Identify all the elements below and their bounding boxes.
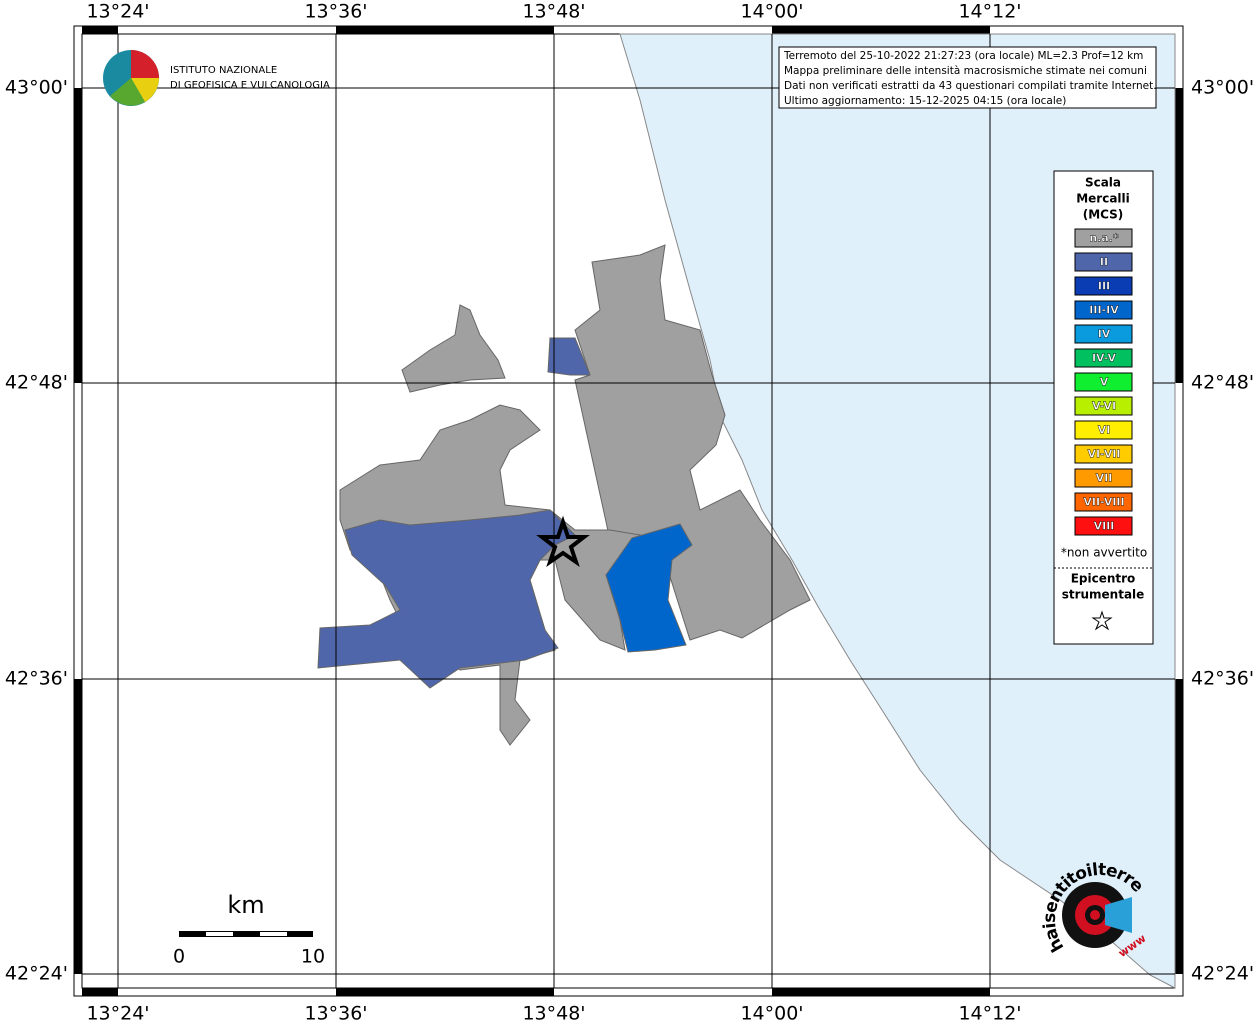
region	[547, 337, 591, 376]
lon-label: 13°24'	[86, 1003, 149, 1025]
legend-swatch	[1074, 444, 1133, 464]
logo-text: DI GEOFISICA E VULCANOLOGIA	[170, 80, 330, 91]
scale-bar: km 0 10	[173, 891, 325, 968]
lat-label: 42°24'	[1191, 963, 1254, 985]
scale-unit: km	[227, 891, 264, 919]
lat-label: 42°36'	[5, 668, 68, 690]
legend-swatch	[1074, 420, 1133, 440]
info-box	[778, 46, 1157, 109]
lat-label: 42°24'	[5, 963, 68, 985]
lon-label: 14°00'	[740, 1, 803, 23]
ingv-logo: ISTITUTO NAZIONALE DI GEOFISICA E VULCANO…	[103, 50, 330, 106]
lat-label: 43°00'	[1191, 77, 1254, 99]
legend-label: VIII	[1094, 520, 1115, 533]
info-line: Terremoto del 25-10-2022 21:27:23 (ora l…	[783, 50, 1143, 62]
lon-label: 13°36'	[304, 1003, 367, 1025]
lat-labels: 43°00' 42°48' 42°36' 42°24' 43°00' 42°48' 42°…	[5, 77, 1254, 985]
lon-label: 13°24'	[86, 1, 149, 23]
region	[574, 244, 811, 641]
lat-label: 43°00'	[5, 77, 68, 99]
legend-title: (MCS)	[1083, 208, 1124, 222]
lon-label: 13°48'	[522, 1, 585, 23]
legend-label: VII	[1096, 472, 1113, 485]
legend-swatch	[1074, 492, 1133, 512]
lon-label: 13°36'	[304, 1, 367, 23]
legend-swatch	[1074, 252, 1133, 272]
legend-label: V-VI	[1092, 400, 1116, 413]
legend-label: II	[1100, 256, 1108, 269]
info: Terremoto del 25-10-2022 21:27:23 (ora l…	[783, 50, 1157, 107]
legend-swatch	[1074, 324, 1133, 344]
lat-label: 42°36'	[1191, 668, 1254, 690]
legend-swatch	[1074, 468, 1133, 488]
legend-title: Scala	[1085, 176, 1121, 190]
legend-label: n.a.*	[1089, 232, 1119, 245]
info-line: Mappa preliminare delle intensità macros…	[784, 65, 1147, 77]
sea	[619, 33, 1176, 989]
lon-label: 13°48'	[522, 1003, 585, 1025]
legend-label: V	[1100, 376, 1109, 389]
lat-label: 42°48'	[1191, 372, 1254, 394]
legend-note: *non avvertito	[1061, 546, 1147, 560]
legend-label: VII-VIII	[1083, 496, 1124, 509]
legend-epicenter: strumentale	[1062, 588, 1145, 602]
legend-label: III-IV	[1089, 304, 1119, 317]
legend-label: IV-V	[1092, 352, 1117, 365]
scale-label: 10	[301, 946, 325, 968]
region	[317, 509, 576, 689]
legend-swatch	[1074, 228, 1133, 248]
lon-label: 14°12'	[958, 1003, 1021, 1025]
legend-label: VI-VII	[1087, 448, 1120, 461]
legend-swatch	[1074, 372, 1133, 392]
epicenter	[536, 515, 590, 568]
lon-labels: 13°24' 13°36' 13°48' 14°00' 14°12' 13°24' 13°…	[86, 1, 1021, 1025]
legend-swatch	[1074, 348, 1133, 368]
lon-label: 14°00'	[740, 1003, 803, 1025]
legend-label: VI	[1098, 424, 1111, 437]
lat-label: 42°48'	[5, 372, 68, 394]
legend-label: III	[1098, 280, 1110, 293]
regions	[317, 244, 811, 746]
legend-label: IV	[1098, 328, 1111, 341]
legend-swatch	[1074, 516, 1133, 536]
logo-text: ISTITUTO NAZIONALE	[170, 65, 277, 76]
lon-label: 14°12'	[958, 1, 1021, 23]
scale-label: 0	[173, 946, 185, 968]
legend-swatch	[1074, 300, 1133, 320]
legend-title: Mercalli	[1076, 192, 1130, 206]
legend-content: Scala Mercalli (MCS) *non avvertito Epicen…	[1054, 176, 1153, 631]
region	[605, 523, 693, 653]
legend-swatch	[1074, 276, 1133, 296]
frame-ticks	[74, 26, 1183, 996]
info-line: Dati non verificati estratti da 43 quest…	[784, 80, 1157, 92]
legend-swatch	[1074, 396, 1133, 416]
info-line: Ultimo aggiornamento: 15-12-2025 04:15 (…	[784, 95, 1066, 107]
region	[401, 304, 506, 393]
legend-epicenter: Epicentro	[1071, 572, 1136, 586]
